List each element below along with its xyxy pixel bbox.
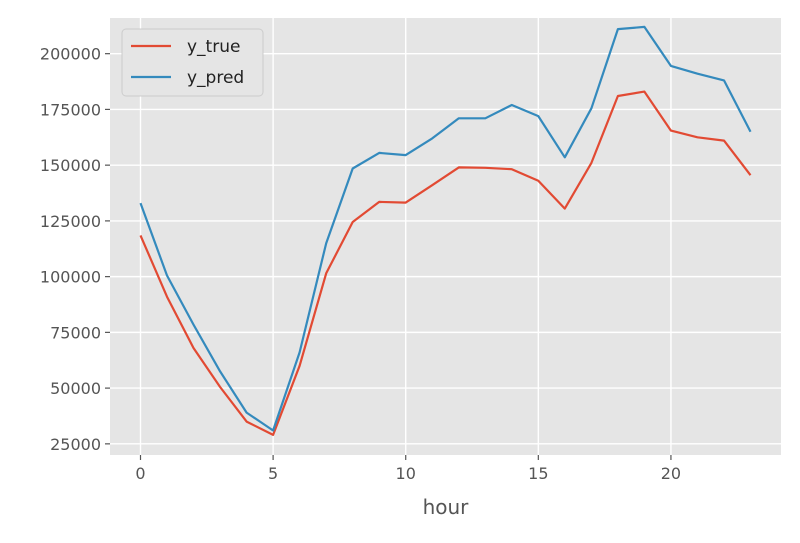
x-axis-label: hour [423,495,470,519]
y-tick-label: 175000 [40,100,101,119]
grid-lines [110,18,781,455]
x-tick-label: 15 [528,464,548,483]
y-tick-label: 75000 [50,323,101,342]
series-line-y_pred [139,25,752,432]
legend-label-y_pred: y_pred [187,68,244,88]
x-tick-label: 5 [268,464,278,483]
axis-ticks: 0 5 10 15 20 25000 50000 75000 100000 125000 15000… [40,45,681,483]
y-tick-label: 125000 [40,212,101,231]
series-line-y_true [139,90,752,436]
legend: y_true y_pred [121,28,264,97]
data-series [139,25,752,436]
y-tick-label: 100000 [40,268,101,287]
x-tick-label: 20 [661,464,681,483]
x-tick-label: 0 [135,464,145,483]
y-tick-label: 200000 [40,45,101,64]
y-tick-label: 50000 [50,379,101,398]
y-tick-label: 150000 [40,156,101,175]
y-tick-label: 25000 [50,435,101,454]
x-tick-label: 10 [396,464,416,483]
legend-label-y_true: y_true [187,37,240,57]
